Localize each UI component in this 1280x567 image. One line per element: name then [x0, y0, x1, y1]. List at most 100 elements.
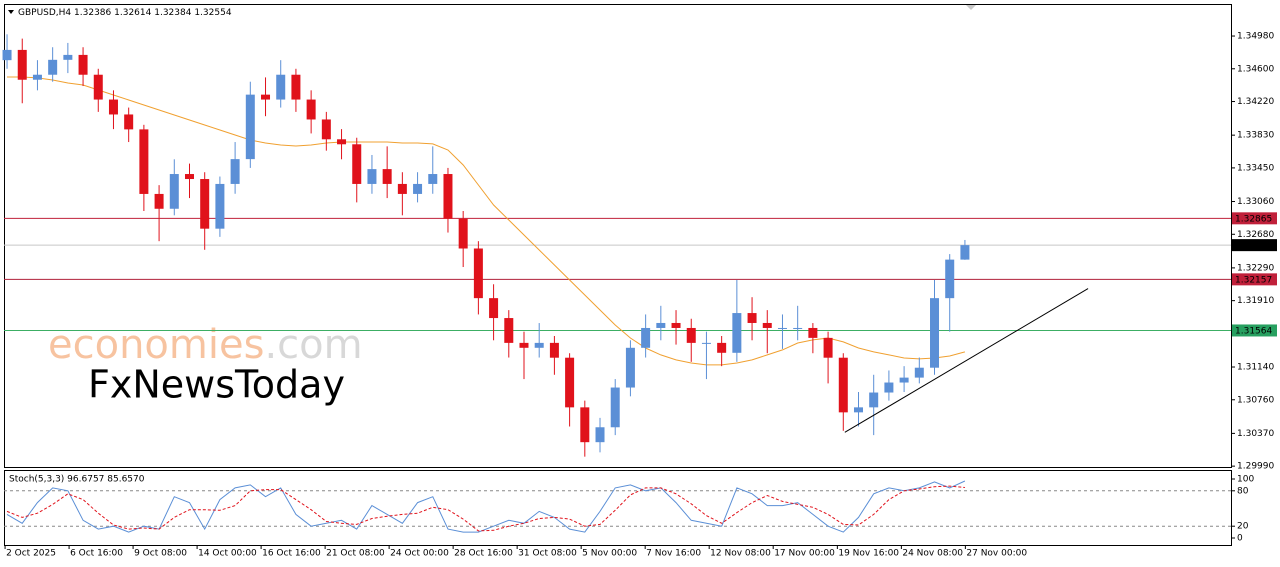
watermark-tagline: FxNewsToday: [88, 363, 345, 407]
y-tick-label: 80: [1237, 486, 1249, 496]
level-label: 1.32157: [1235, 275, 1272, 285]
y-tick-label: 1.32290: [1237, 263, 1274, 273]
candle-body: [337, 139, 347, 145]
candle-body: [747, 313, 757, 323]
candle-body: [869, 392, 879, 408]
symbol: GBPUSD,H4: [18, 8, 71, 18]
candle-body: [899, 377, 909, 383]
open: 1.32386: [74, 8, 111, 18]
candle-body: [641, 327, 651, 348]
level-label-bg: [1232, 324, 1277, 337]
shift-marker: [966, 5, 976, 10]
candle-body: [534, 342, 544, 348]
candle-body: [230, 159, 240, 184]
x-tick-label: 14 Oct 00:00: [198, 549, 257, 559]
candle-body: [732, 313, 742, 353]
watermark-domain-text: .com: [264, 322, 362, 368]
level-label: 1.32554: [1235, 241, 1272, 251]
candle-body: [352, 144, 362, 184]
candle-body: [215, 183, 225, 229]
y-tick-label: 1.34980: [1237, 32, 1274, 42]
candle-body: [595, 427, 605, 443]
y-tick-label: 1.34220: [1237, 97, 1274, 107]
candle-body: [656, 322, 666, 328]
candle-body: [762, 322, 772, 328]
candle-body: [717, 342, 727, 353]
x-tick-label: 2 Oct 2025: [6, 549, 56, 559]
level-label-bg: [1232, 239, 1277, 252]
candle-body: [549, 342, 559, 358]
x-tick-label: 31 Oct 08:00: [518, 549, 577, 559]
candle-body: [139, 129, 149, 194]
candle-body: [504, 318, 514, 343]
candle-body: [17, 49, 27, 80]
candle-body: [610, 387, 620, 428]
candle-body: [78, 54, 88, 75]
y-tick-label: 20: [1237, 522, 1249, 532]
y-tick-label: 1.34600: [1237, 64, 1274, 74]
watermark-brand: economies.com: [48, 322, 363, 368]
y-tick-label: 1.33060: [1237, 197, 1274, 207]
y-tick-label: 100: [1237, 475, 1254, 485]
candle-body: [397, 183, 407, 194]
candle-body: [413, 183, 423, 194]
candle-body: [701, 342, 711, 344]
candle-body: [276, 74, 286, 100]
watermark: economies.com FxNewsToday: [48, 322, 363, 407]
candle-body: [93, 74, 103, 100]
stoch-line: [6, 480, 966, 533]
x-tick-label: 27 Nov 00:00: [966, 549, 1027, 559]
header: GBPUSD,H4 1.32386 1.32614 1.32384 1.3255…: [18, 8, 232, 18]
candle-body: [184, 174, 194, 180]
candle-body: [245, 94, 255, 160]
candle-body: [124, 114, 134, 130]
level-label: 1.31564: [1235, 326, 1272, 336]
stoch-panel: [4, 470, 1232, 546]
candle-body: [625, 347, 635, 388]
stoch-line: [6, 485, 965, 532]
candle-body: [32, 74, 42, 80]
price-panel: [4, 4, 1232, 468]
candle-body: [63, 54, 73, 60]
x-tick-label: 7 Nov 16:00: [646, 549, 701, 559]
candle-body: [458, 218, 468, 249]
candle-body: [261, 94, 271, 100]
candle-body: [565, 357, 575, 408]
candle-body: [808, 327, 818, 338]
candle-body: [306, 99, 316, 120]
y-tick-label: 0: [1237, 534, 1243, 544]
trendline: [844, 288, 1089, 433]
x-tick-label: 24 Oct 00:00: [390, 549, 449, 559]
level-label: 1.32865: [1235, 214, 1272, 224]
y-tick-label: 1.31140: [1237, 363, 1274, 373]
level-label-bg: [1232, 212, 1277, 225]
y-tick-label: 1.33450: [1237, 163, 1274, 173]
moving-average: [7, 76, 966, 366]
x-tick-label: 12 Nov 08:00: [710, 549, 771, 559]
y-tick-label: 1.33830: [1237, 131, 1274, 141]
candle-body: [48, 59, 58, 75]
header-arrow: [8, 10, 14, 14]
x-tick-label: 28 Oct 16:00: [454, 549, 513, 559]
candle-body: [200, 179, 210, 229]
y-tick-label: 1.30760: [1237, 395, 1274, 405]
candle-body: [291, 74, 301, 100]
candle-body: [519, 342, 529, 348]
x-tick-label: 6 Oct 16:00: [70, 549, 123, 559]
candle-body: [382, 169, 392, 184]
candle-body: [443, 174, 453, 219]
x-tick-label: 19 Nov 16:00: [838, 549, 899, 559]
x-tick-label: 21 Oct 08:00: [326, 549, 385, 559]
x-tick-label: 5 Nov 00:00: [582, 549, 637, 559]
candle-body: [169, 174, 179, 209]
low: 1.32384: [154, 8, 191, 18]
level-label-bg: [1232, 273, 1277, 286]
y-tick-label: 1.30370: [1237, 429, 1274, 439]
candle-body: [686, 327, 696, 343]
x-tick-label: 9 Oct 08:00: [134, 549, 187, 559]
watermark-brand-text: economies: [48, 322, 264, 368]
x-tick-label: 24 Nov 08:00: [902, 549, 963, 559]
y-tick-label: 1.31910: [1237, 296, 1274, 306]
